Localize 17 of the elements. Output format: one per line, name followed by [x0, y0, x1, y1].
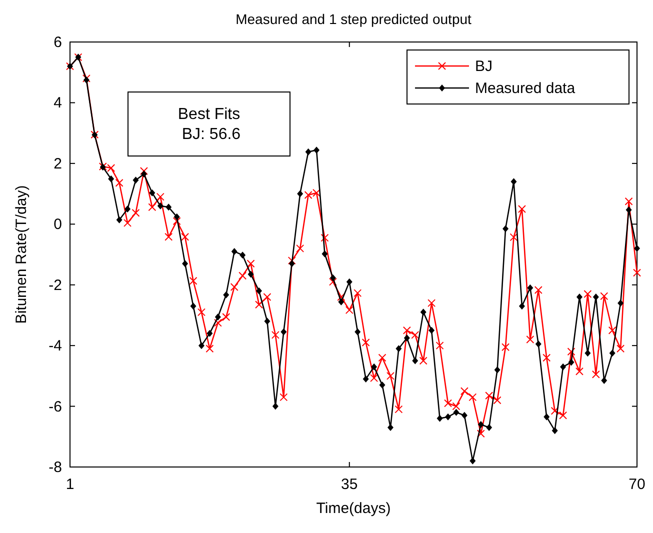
x-tick-label: 35 [341, 476, 358, 493]
legend-label: Measured data [475, 80, 576, 97]
y-tick-label: -6 [48, 398, 62, 416]
y-axis-title: Bitumen Rate(T/day) [13, 185, 30, 324]
y-tick-label: 0 [54, 216, 62, 234]
chart-title: Measured and 1 step predicted output [236, 11, 472, 27]
y-tick-label: 2 [54, 155, 62, 172]
x-tick-label: 1 [66, 476, 74, 493]
y-tick-label: -4 [48, 338, 62, 355]
y-tick-label: -2 [48, 276, 62, 294]
x-tick-label: 70 [628, 476, 646, 493]
legend-label: BJ [475, 58, 493, 75]
y-tick-label: 4 [54, 94, 62, 112]
x-axis-title: Time(days) [316, 500, 391, 517]
y-tick-label: -8 [48, 459, 62, 476]
y-tick-label: 6 [54, 34, 62, 51]
annotation: Best Fits BJ: 56.6 [177, 106, 241, 143]
